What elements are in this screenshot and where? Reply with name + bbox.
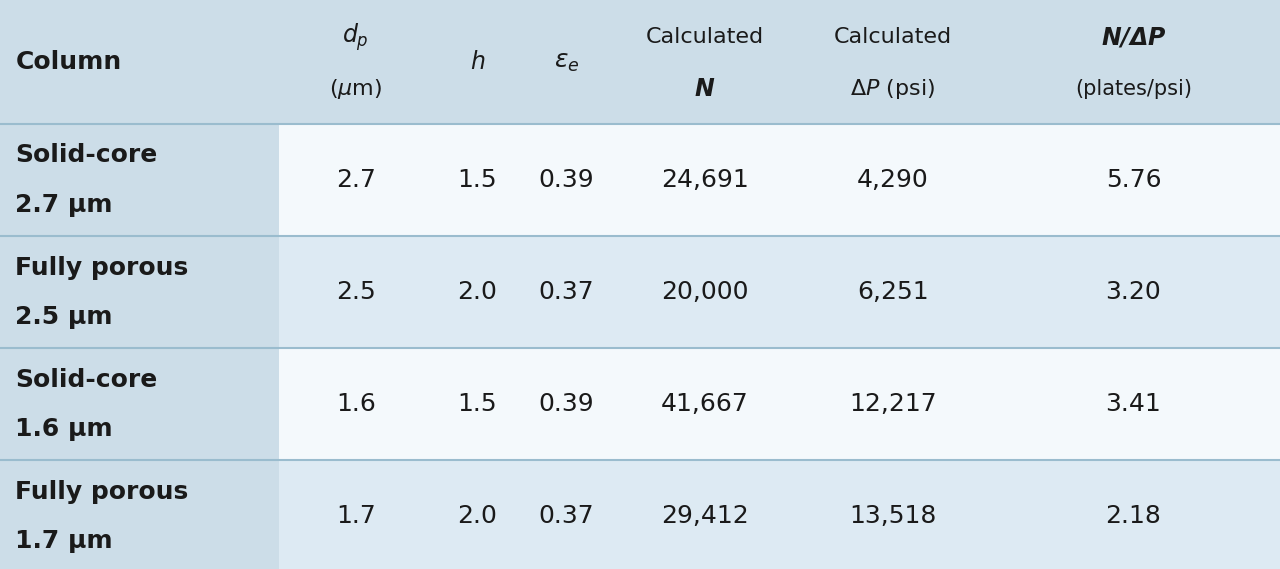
Text: 0.39: 0.39	[539, 168, 594, 192]
Text: 20,000: 20,000	[660, 280, 749, 304]
Text: 0.37: 0.37	[539, 280, 594, 304]
Text: 2.18: 2.18	[1106, 504, 1161, 529]
Bar	[0, 236, 1280, 348]
Bar	[0, 460, 279, 569]
Bar	[0, 236, 279, 348]
Text: $\bfit{N}/\Delta\bfit{P}$: $\bfit{N}/\Delta\bfit{P}$	[1101, 25, 1166, 49]
Text: 24,691: 24,691	[660, 168, 749, 192]
Text: 29,412: 29,412	[660, 504, 749, 529]
Text: $\varepsilon_e$: $\varepsilon_e$	[554, 50, 579, 74]
Text: 2.0: 2.0	[457, 504, 498, 529]
Bar	[0, 124, 279, 236]
Text: 3.20: 3.20	[1106, 280, 1161, 304]
Bar	[0, 348, 279, 460]
Text: Solid-core: Solid-core	[15, 368, 157, 391]
Text: 4,290: 4,290	[856, 168, 929, 192]
Text: 3.41: 3.41	[1106, 392, 1161, 417]
Bar	[0, 124, 1280, 236]
Text: Fully porous: Fully porous	[15, 480, 188, 504]
Text: 2.0: 2.0	[457, 280, 498, 304]
Text: 41,667: 41,667	[660, 392, 749, 417]
Text: 5.76: 5.76	[1106, 168, 1161, 192]
Text: Calculated: Calculated	[645, 27, 764, 47]
Text: Solid-core: Solid-core	[15, 143, 157, 167]
Bar	[0, 348, 1280, 460]
Text: ($\mu$m): ($\mu$m)	[329, 77, 383, 101]
Text: 0.37: 0.37	[539, 504, 594, 529]
Text: $h$: $h$	[470, 50, 485, 74]
Bar	[0, 460, 1280, 569]
Text: 1.7: 1.7	[335, 504, 376, 529]
Bar	[0, 0, 1280, 124]
Text: 1.5: 1.5	[458, 168, 497, 192]
Text: 1.6: 1.6	[335, 392, 376, 417]
Text: 0.39: 0.39	[539, 392, 594, 417]
Text: Calculated: Calculated	[833, 27, 952, 47]
Text: 13,518: 13,518	[849, 504, 937, 529]
Text: 1.7 μm: 1.7 μm	[15, 529, 113, 553]
Text: Fully porous: Fully porous	[15, 255, 188, 279]
Text: 2.7 μm: 2.7 μm	[15, 193, 113, 217]
Text: Column: Column	[15, 50, 122, 74]
Text: $\bfit{N}$: $\bfit{N}$	[694, 77, 716, 101]
Text: 12,217: 12,217	[849, 392, 937, 417]
Text: 1.6 μm: 1.6 μm	[15, 417, 113, 441]
Text: 6,251: 6,251	[858, 280, 928, 304]
Text: $\Delta P$ (psi): $\Delta P$ (psi)	[850, 77, 936, 101]
Text: 1.5: 1.5	[458, 392, 497, 417]
Text: 2.7: 2.7	[335, 168, 376, 192]
Text: (plates/psi): (plates/psi)	[1075, 79, 1192, 100]
Text: 2.5: 2.5	[335, 280, 376, 304]
Text: $d_p$: $d_p$	[343, 22, 369, 53]
Text: 2.5 μm: 2.5 μm	[15, 305, 113, 329]
